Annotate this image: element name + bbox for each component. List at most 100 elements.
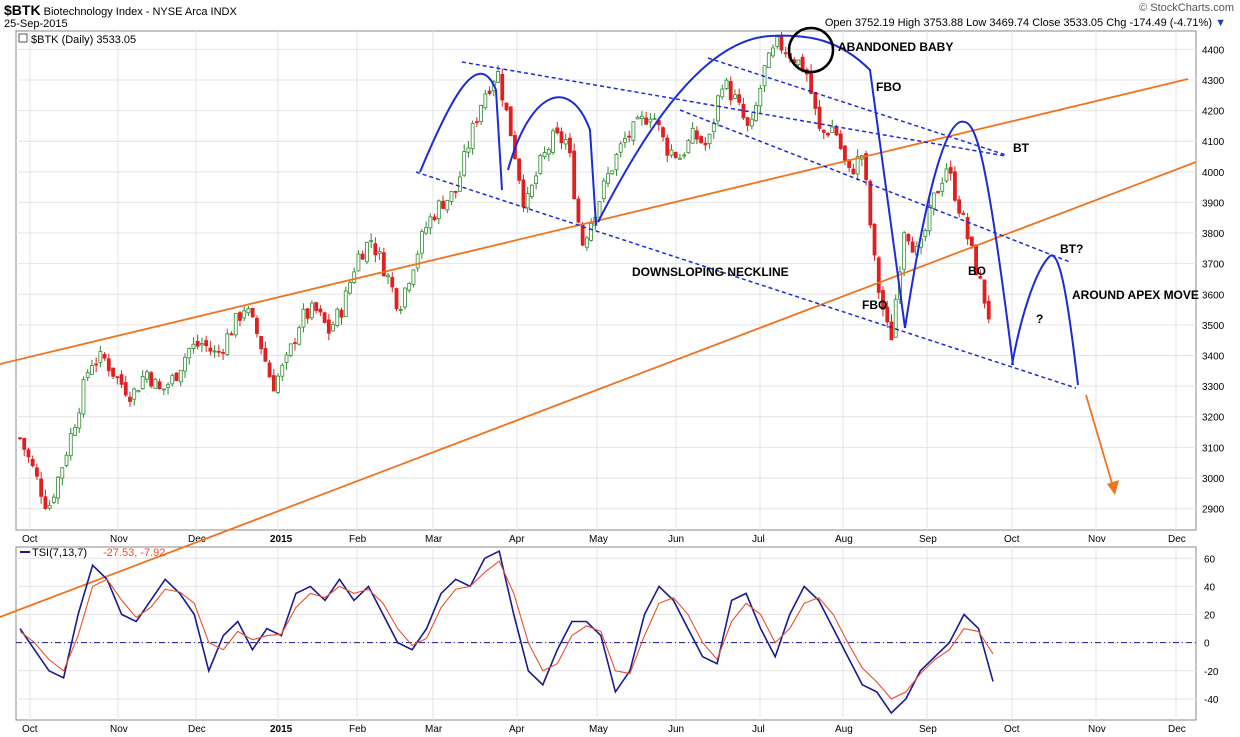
price-x-tick-label: Nov bbox=[1088, 534, 1106, 545]
candle bbox=[965, 212, 970, 246]
candle bbox=[331, 321, 335, 332]
candle-body bbox=[868, 180, 873, 226]
abandoned-baby-circle bbox=[787, 26, 835, 74]
candle bbox=[606, 166, 610, 188]
candle-body bbox=[639, 115, 644, 120]
candle bbox=[686, 138, 691, 154]
ohlc-arrow-icon[interactable]: ▼ bbox=[1215, 17, 1226, 29]
candle-body bbox=[936, 191, 940, 194]
candle-body bbox=[30, 459, 35, 467]
candle-body bbox=[843, 145, 847, 161]
candle-body bbox=[969, 236, 974, 246]
candle-body bbox=[749, 118, 754, 127]
candle bbox=[398, 305, 403, 315]
candle-body bbox=[699, 136, 703, 144]
candle-body bbox=[665, 137, 670, 156]
candle-body bbox=[293, 342, 297, 344]
candle-body bbox=[508, 106, 513, 137]
candle-body bbox=[64, 454, 69, 466]
candle-body bbox=[356, 253, 361, 272]
candle bbox=[623, 131, 627, 148]
candle-body bbox=[212, 350, 217, 353]
candle-body bbox=[783, 52, 788, 55]
candle-body bbox=[26, 449, 31, 458]
candle bbox=[238, 310, 242, 327]
candle-body bbox=[98, 351, 103, 363]
candle bbox=[271, 369, 276, 392]
candle bbox=[73, 424, 77, 437]
candle-body bbox=[187, 348, 192, 359]
price-x-tick-label: Dec bbox=[1168, 534, 1186, 545]
candle-body bbox=[170, 374, 175, 385]
candle-body bbox=[686, 140, 691, 154]
candle bbox=[276, 373, 280, 395]
candle bbox=[145, 369, 149, 384]
tsi-x-tick-label: Jun bbox=[668, 724, 684, 735]
candle bbox=[635, 115, 640, 120]
price-x-tick-label: May bbox=[589, 534, 608, 545]
credit[interactable]: © StockCharts.com bbox=[1139, 2, 1234, 14]
candle-body bbox=[982, 279, 987, 304]
candle bbox=[411, 269, 416, 288]
candle-body bbox=[445, 199, 450, 211]
candle bbox=[233, 313, 238, 338]
candle-body bbox=[551, 130, 555, 153]
candle bbox=[364, 241, 369, 265]
price-x-tick-label: Feb bbox=[349, 534, 367, 545]
candle bbox=[263, 341, 268, 363]
candle bbox=[85, 369, 90, 382]
projection-arrowhead-icon bbox=[1107, 480, 1119, 495]
candle bbox=[694, 126, 699, 145]
candle bbox=[18, 436, 22, 441]
candle-body bbox=[377, 251, 382, 254]
candle-body bbox=[123, 382, 128, 396]
price-y-tick-label: 4100 bbox=[1202, 137, 1225, 148]
candle bbox=[458, 171, 462, 192]
candle bbox=[724, 77, 729, 90]
candle bbox=[737, 88, 742, 106]
candle bbox=[35, 463, 39, 480]
candle-body bbox=[242, 310, 247, 319]
candle bbox=[26, 447, 31, 463]
tsi-legend-values: -27.53, -7.92 bbox=[103, 547, 165, 559]
candle-body bbox=[614, 154, 619, 171]
candle-body bbox=[56, 476, 60, 499]
candle-body bbox=[483, 93, 488, 109]
candle-body bbox=[479, 104, 484, 123]
candle bbox=[111, 367, 115, 380]
candle-body bbox=[68, 433, 73, 457]
candle bbox=[305, 307, 310, 324]
candle-body bbox=[297, 327, 302, 345]
candle bbox=[775, 36, 780, 49]
candle bbox=[551, 128, 555, 155]
candle-body bbox=[407, 282, 412, 291]
annotation-label: BO bbox=[968, 264, 986, 278]
candle-body bbox=[944, 168, 949, 182]
candle bbox=[631, 121, 636, 146]
price-x-tick-label: Jul bbox=[752, 534, 765, 545]
candle bbox=[183, 353, 187, 378]
candle-body bbox=[339, 309, 344, 318]
candle bbox=[927, 198, 932, 236]
candle bbox=[728, 76, 733, 106]
candle bbox=[377, 247, 382, 261]
candle bbox=[584, 235, 589, 251]
tsi-panel bbox=[15, 546, 1197, 721]
candle-body bbox=[542, 152, 547, 158]
candle bbox=[855, 149, 860, 181]
candle bbox=[322, 312, 327, 324]
candle bbox=[559, 127, 564, 149]
candle bbox=[749, 112, 754, 130]
candle bbox=[639, 111, 644, 126]
candle bbox=[280, 363, 285, 381]
candle bbox=[529, 184, 534, 200]
candle-body bbox=[682, 154, 687, 157]
candle-body bbox=[140, 376, 145, 390]
candle-body bbox=[948, 167, 953, 174]
candle bbox=[56, 476, 60, 504]
candle-body bbox=[931, 192, 936, 209]
candle bbox=[733, 89, 737, 100]
candle bbox=[390, 272, 395, 293]
candle bbox=[419, 228, 424, 259]
candle bbox=[149, 370, 154, 389]
